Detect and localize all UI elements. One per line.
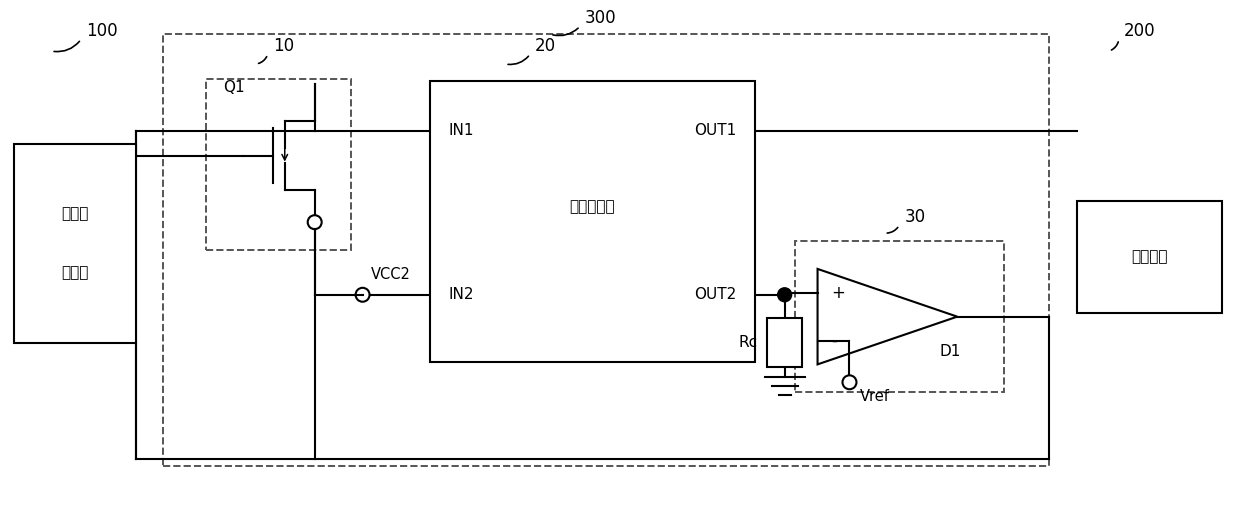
Text: IN2: IN2 (449, 287, 473, 302)
Bar (164, 34, 1049, 466)
Text: 100: 100 (87, 22, 118, 40)
Bar (794, 241, 1004, 392)
Text: D1: D1 (939, 344, 960, 359)
Text: 30: 30 (904, 208, 926, 226)
Text: OUT1: OUT1 (695, 123, 737, 138)
Text: 20: 20 (535, 37, 556, 55)
Text: OUT2: OUT2 (695, 287, 737, 302)
Text: Q1: Q1 (223, 80, 244, 95)
Bar (767, 318, 802, 367)
Text: 300: 300 (585, 9, 617, 27)
Bar (15, 143, 136, 342)
Text: 源极驱: 源极驱 (62, 206, 89, 221)
Bar (206, 79, 351, 250)
Text: 200: 200 (1124, 22, 1156, 40)
Bar (430, 81, 755, 363)
Text: 显示面板: 显示面板 (1131, 249, 1167, 265)
Text: Rc: Rc (738, 335, 757, 350)
Text: 10: 10 (273, 37, 294, 55)
Circle shape (778, 288, 792, 301)
Text: -: - (831, 331, 838, 349)
Bar (1077, 201, 1222, 313)
Text: 电流跟随器: 电流跟随器 (570, 199, 616, 214)
Text: +: + (831, 284, 845, 302)
Text: IN1: IN1 (449, 123, 473, 138)
Text: 动芚片: 动芚片 (62, 266, 89, 280)
Text: VCC2: VCC2 (370, 267, 410, 282)
Text: Vref: Vref (860, 389, 890, 403)
